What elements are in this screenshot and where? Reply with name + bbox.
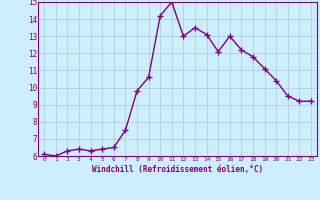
- X-axis label: Windchill (Refroidissement éolien,°C): Windchill (Refroidissement éolien,°C): [92, 165, 263, 174]
